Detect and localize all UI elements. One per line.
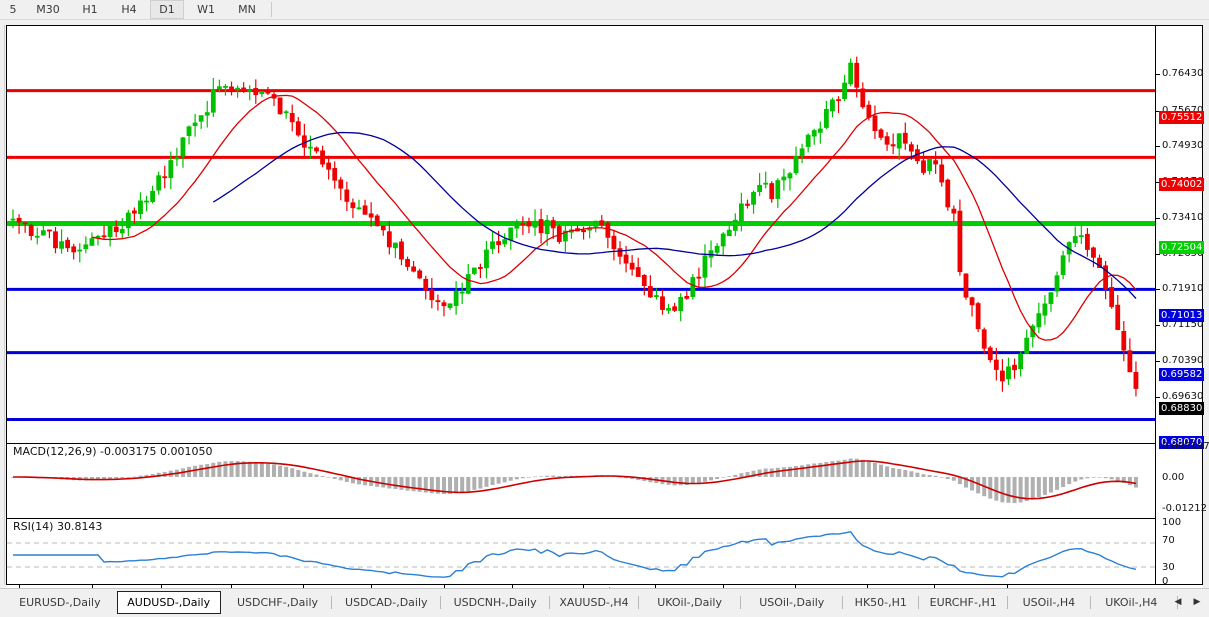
date-tick: [655, 585, 656, 589]
toolbar-separator: [271, 2, 272, 17]
price-label: 0.71150: [1162, 319, 1204, 330]
date-tick: [512, 585, 513, 589]
chart-tab-ukoilh4[interactable]: UKOil-,H4: [1105, 596, 1158, 609]
tab-separator: [331, 596, 333, 609]
tab-separator: [842, 596, 844, 609]
chart-tab-eurusddaily[interactable]: EURUSD-,Daily: [19, 596, 101, 609]
candlestick-chart: [7, 56, 1155, 421]
chart-tab-hk50h1[interactable]: HK50-,H1: [854, 596, 907, 609]
date-tick: [92, 585, 93, 589]
price-level-badge[interactable]: 0.68830: [1159, 402, 1205, 415]
chart-tab-usdcaddaily[interactable]: USDCAD-,Daily: [345, 596, 428, 609]
price-label: 0.75670: [1162, 105, 1203, 116]
chart-tab-usoildaily[interactable]: USOil-,Daily: [759, 596, 825, 609]
timeframe-button-h4[interactable]: H4: [121, 3, 137, 16]
tab-separator: [1089, 596, 1091, 609]
price-level-badge[interactable]: 0.71013: [1159, 309, 1205, 322]
timeframe-button-m30[interactable]: M30: [36, 3, 60, 16]
tab-separator: [1177, 596, 1178, 609]
price-tick: [1156, 182, 1160, 183]
price-pane[interactable]: [7, 26, 1155, 442]
date-tick: [795, 585, 796, 589]
tab-separator: [440, 596, 442, 609]
chart-window: AUDUSD-,Daily 0.69391 0.69694 0.68496 0.…: [6, 25, 1209, 602]
chart-tab-bar: EURUSD-,Daily AUDUSD-,Daily USDCHF-,Daily U…: [0, 588, 1209, 617]
price-label: 0.74930: [1162, 140, 1204, 151]
macd-scale-label: 0.00: [1162, 472, 1185, 483]
tab-separator: [740, 596, 742, 609]
date-tick: [161, 585, 162, 589]
macd-label: MACD(12,26,9) -0.003175 0.001050: [11, 445, 215, 458]
price-label: 0.70390: [1162, 355, 1204, 366]
rsi-chart: [7, 531, 1155, 578]
price-level-badge[interactable]: 0.75512: [1159, 111, 1205, 124]
rsi-scale-label: 100: [1162, 517, 1182, 528]
date-tick: [231, 585, 232, 589]
date-tick: [723, 585, 724, 589]
date-tick: [303, 585, 304, 589]
tab-separator: [638, 596, 639, 609]
timeframe-toolbar: 5 M30 H1 H4 D1 W1 MN: [0, 0, 1209, 20]
date-tick: [371, 585, 372, 589]
rsi-scale-label: 70: [1162, 535, 1175, 546]
chart-tab-xauusdh4[interactable]: XAUUSD-,H4: [559, 596, 629, 609]
chart-tab-audusddaily[interactable]: AUDUSD-,Daily: [116, 591, 221, 614]
rsi-label: RSI(14) 30.8143: [11, 520, 105, 533]
timeframe-button-d1[interactable]: D1: [150, 0, 184, 19]
price-tick: [1156, 361, 1160, 362]
macd-chart: [11, 458, 1138, 504]
tab-separator: [549, 596, 550, 609]
macd-scale-label: 0.008197: [1162, 441, 1209, 452]
rsi-pane[interactable]: RSI(14) 30.8143: [7, 518, 1155, 592]
price-tick: [1156, 218, 1160, 219]
rsi-scale-label: 0: [1162, 576, 1169, 587]
timeframe-button-w1[interactable]: W1: [197, 3, 215, 16]
tab-scroll-prev-icon[interactable]: ◀: [1174, 597, 1182, 607]
timeframe-button-mn[interactable]: MN: [238, 3, 256, 16]
left-gutter: [0, 25, 5, 585]
chart-tab-usdchfdaily[interactable]: USDCHF-,Daily: [236, 596, 319, 609]
price-level-badge[interactable]: 0.72504: [1159, 241, 1205, 254]
price-tick: [1156, 146, 1160, 147]
price-tick: [1156, 111, 1160, 112]
chart-tab-usdcnhdaily[interactable]: USDCNH-,Daily: [453, 596, 537, 609]
price-tick: [1156, 289, 1160, 290]
timeframe-button-5[interactable]: 5: [9, 3, 17, 16]
price-label: 0.73410: [1162, 212, 1204, 223]
tab-separator: [918, 596, 920, 609]
chart-tab-ukoildaily[interactable]: UKOil-,Daily: [657, 596, 722, 609]
tab-scroll-next-icon[interactable]: ▶: [1193, 597, 1201, 607]
price-scale[interactable]: 0.764300.756700.749300.741700.734100.726…: [1155, 26, 1209, 587]
price-tick: [1156, 254, 1160, 255]
price-level-badge[interactable]: 0.68070: [1159, 436, 1205, 449]
macd-pane[interactable]: MACD(12,26,9) -0.003175 0.001050: [7, 443, 1155, 517]
timeframe-button-h1[interactable]: H1: [82, 3, 98, 16]
price-level-badge[interactable]: 0.69582: [1159, 368, 1205, 381]
date-tick: [867, 585, 868, 589]
price-tick: [1156, 397, 1160, 398]
price-tick: [1156, 74, 1160, 75]
price-label: 0.76430: [1162, 68, 1204, 79]
tab-separator: [1007, 596, 1009, 609]
rsi-scale-label: 30: [1162, 562, 1175, 573]
date-tick: [1007, 585, 1008, 589]
date-tick: [583, 585, 584, 589]
chart-tab-usoilh4[interactable]: USOil-,H4: [1022, 596, 1076, 609]
date-tick: [19, 585, 20, 589]
price-tick: [1156, 325, 1160, 326]
date-tick: [934, 585, 935, 589]
chart-tab-eurchfh1[interactable]: EURCHF-,H1: [929, 596, 997, 609]
price-label: 0.69630: [1162, 391, 1204, 402]
price-level-badge[interactable]: 0.74002: [1159, 178, 1205, 191]
macd-scale-label: -0.01212: [1162, 503, 1207, 514]
price-label: 0.71910: [1162, 283, 1204, 294]
date-tick: [444, 585, 445, 589]
